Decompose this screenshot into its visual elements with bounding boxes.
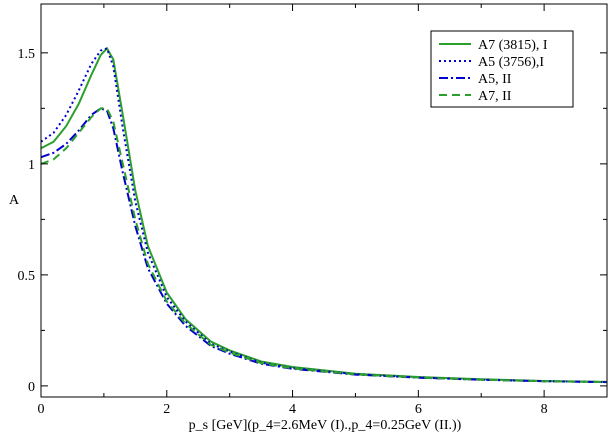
plot-frame (40, 3, 608, 398)
x-tick-label: 4 (289, 402, 296, 417)
legend-label-3: A5, II (478, 72, 512, 87)
axes: 0 2 4 6 8 0 0.5 1 1.5 (18, 3, 608, 417)
plot-area (40, 46, 608, 384)
y-axis-title: A (9, 193, 20, 208)
y-tick-label: 1 (28, 158, 35, 173)
y-tick-label: 1.5 (18, 47, 36, 62)
x-axis-title: p_s [GeV](p_4=2.6MeV (I).,p_4=0.25GeV (I… (189, 418, 462, 433)
x-tick-label: 2 (163, 402, 170, 417)
legend-label-1: A7 (3815), I (478, 38, 548, 53)
y-tick-label: 0 (28, 380, 35, 395)
series-line-4 (40, 107, 608, 384)
x-tick-label: 0 (38, 402, 45, 417)
legend: A7 (3815), I A5 (3756),I A5, II A7, II (430, 30, 574, 108)
legend-label-4: A7, II (478, 89, 512, 104)
legend-label-2: A5 (3756),I (478, 55, 544, 70)
x-tick-label: 6 (415, 402, 422, 417)
y-tick-label: 0.5 (18, 269, 36, 284)
x-tick-label: 8 (541, 402, 548, 417)
